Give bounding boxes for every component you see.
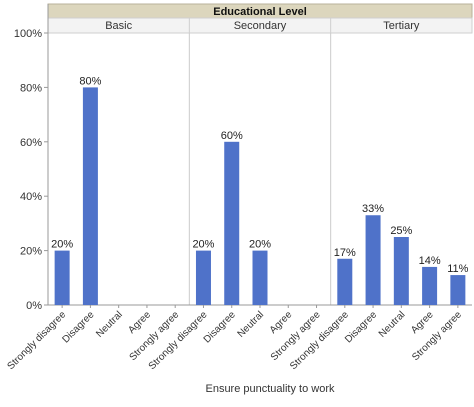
bar-secondary-0 [195, 250, 211, 305]
data-label: 80% [79, 75, 101, 87]
x-tick-label: Disagree [202, 309, 238, 345]
x-tick-label: Neutral [94, 309, 125, 340]
x-axis-title: Ensure punctuality to work [205, 383, 335, 395]
y-tick-label: 40% [20, 191, 42, 203]
facet-label-basic: Basic [105, 20, 132, 32]
y-tick-label: 80% [20, 82, 42, 94]
x-tick-label: Disagree [60, 309, 96, 345]
x-tick-label: Strongly disagree [5, 309, 68, 372]
data-label: 25% [390, 225, 412, 237]
x-tick-label: Agree [268, 309, 295, 336]
bar-secondary-1 [224, 141, 240, 305]
y-tick-label: 0% [26, 300, 42, 312]
bar-tertiary-2 [393, 237, 409, 305]
x-tick-label: Agree [126, 309, 153, 336]
bar-tertiary-1 [365, 215, 381, 305]
x-tick-label: Strongly agree [269, 309, 323, 363]
bar-tertiary-3 [422, 266, 438, 305]
x-tick-label: Agree [409, 309, 436, 336]
x-tick-label: Neutral [377, 309, 408, 340]
bar-basic-1 [82, 87, 98, 306]
x-tick-label: Strongly agree [410, 309, 464, 363]
data-label: 33% [362, 203, 384, 215]
data-label: 20% [192, 239, 214, 251]
data-label: 14% [419, 255, 441, 267]
data-label: 11% [447, 263, 468, 275]
data-label: 17% [334, 247, 356, 259]
data-label: 60% [221, 130, 243, 142]
data-label: 20% [51, 239, 73, 251]
bar-basic-0 [54, 250, 70, 305]
y-tick-label: 60% [20, 137, 42, 149]
bar-secondary-2 [252, 250, 268, 305]
facet-label-secondary: Secondary [234, 20, 287, 32]
x-tick-label: Neutral [236, 309, 267, 340]
x-tick-label: Strongly agree [128, 309, 182, 363]
y-tick-label: 20% [20, 246, 42, 258]
bar-tertiary-4 [450, 275, 466, 305]
y-tick-label: 100% [14, 28, 42, 40]
facet-label-tertiary: Tertiary [383, 20, 420, 32]
bar-tertiary-0 [337, 258, 353, 305]
data-label: 20% [249, 239, 271, 251]
facet-title: Educational Level [213, 6, 307, 18]
x-tick-label: Disagree [343, 309, 379, 345]
